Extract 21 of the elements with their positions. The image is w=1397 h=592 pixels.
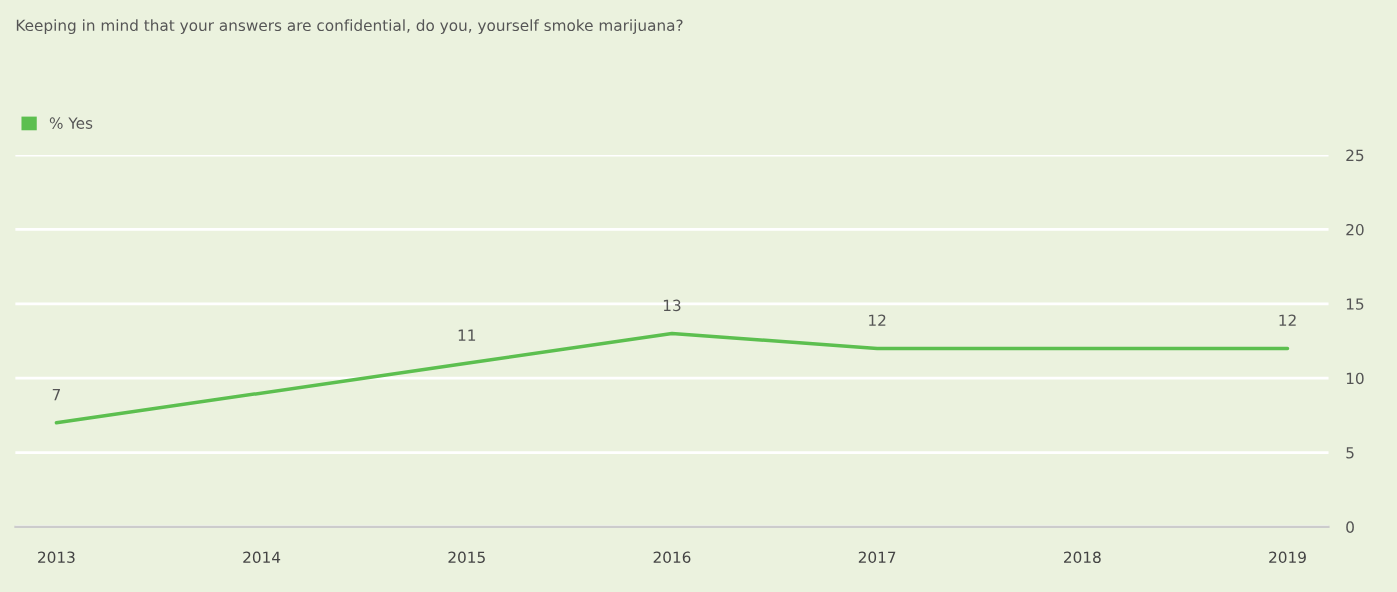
x-tick-label: 2015	[448, 551, 485, 564]
data-label: 12	[869, 314, 886, 326]
legend-label: % Yes	[49, 117, 93, 129]
x-tick-label: 2013	[38, 551, 75, 564]
line-series	[54, 331, 1290, 425]
y-tick-label: 20	[1346, 223, 1364, 236]
y-tick-label: 0	[1346, 521, 1354, 533]
data-label: 7	[52, 389, 60, 401]
y-tick-label: 25	[1346, 149, 1364, 162]
data-label: 12	[1279, 314, 1296, 326]
data-label: 11	[458, 329, 476, 341]
chart-title: Keeping in mind that your answers are confidential, do you, yourself smoke marijuana?	[16, 19, 683, 35]
x-tick-label: 2016	[653, 551, 691, 564]
x-tick-label: 2019	[1269, 551, 1306, 564]
x-tick-label: 2018	[1064, 551, 1101, 564]
y-tick-label: 10	[1346, 372, 1364, 385]
y-tick-label: 5	[1346, 447, 1354, 459]
y-tick-label: 15	[1346, 298, 1364, 310]
x-tick-label: 2017	[858, 551, 896, 564]
data-label: 13	[663, 299, 681, 312]
x-tick-label: 2014	[243, 551, 281, 564]
